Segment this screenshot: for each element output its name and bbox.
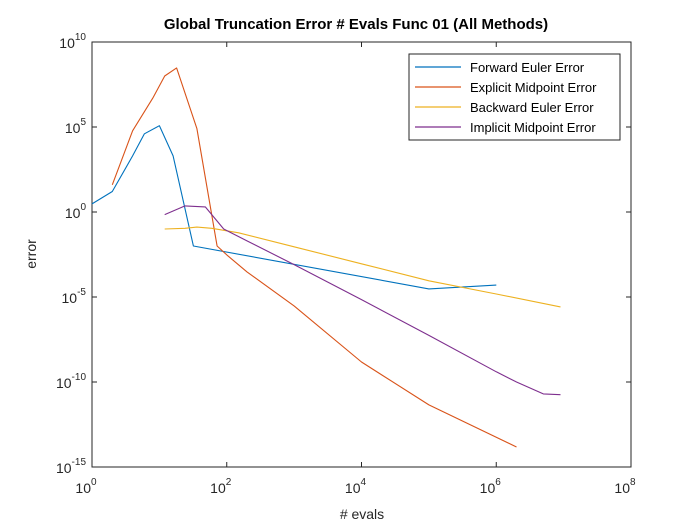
y-tick-label: 100	[65, 202, 87, 221]
x-axis: 100 102 104 106 108	[75, 42, 636, 496]
series-line-3	[164, 226, 561, 308]
chart-title: Global Truncation Error # Evals Func 01 …	[164, 16, 548, 33]
y-tick-base: 10	[65, 120, 81, 136]
legend-entry-label: Forward Euler Error	[470, 60, 585, 75]
x-tick-exponent: 8	[630, 477, 636, 488]
x-tick-exponent: 2	[226, 477, 232, 488]
x-tick-base: 10	[345, 480, 361, 496]
x-tick-exponent: 6	[495, 477, 501, 488]
x-tick-label: 104	[345, 477, 367, 496]
series-line-1	[91, 125, 497, 290]
y-tick-base: 10	[56, 460, 72, 476]
y-tick-base: 10	[62, 290, 78, 306]
x-tick-exponent: 0	[91, 477, 97, 488]
y-tick-exponent: 10	[75, 32, 87, 43]
x-tick-base: 10	[614, 480, 630, 496]
y-tick-base: 10	[59, 35, 75, 51]
x-tick-label: 102	[210, 477, 232, 496]
plot-lines	[91, 67, 561, 448]
y-tick-exponent: 0	[80, 202, 86, 213]
y-axis-label: error	[23, 239, 39, 269]
series-line-4	[164, 205, 561, 396]
y-tick-label: 1010	[59, 32, 86, 51]
y-tick-label: 10-15	[56, 457, 86, 476]
legend-entry-label: Implicit Midpoint Error	[470, 120, 596, 135]
legend-entry-label: Backward Euler Error	[470, 100, 594, 115]
x-tick-base: 10	[75, 480, 91, 496]
y-tick-exponent: -15	[72, 457, 87, 468]
x-tick-label: 108	[614, 477, 636, 496]
y-tick-label: 10-5	[62, 287, 87, 306]
y-tick-base: 10	[65, 205, 81, 221]
y-tick-exponent: 5	[80, 117, 86, 128]
legend-box	[408, 53, 621, 141]
x-tick-base: 10	[480, 480, 496, 496]
x-tick-label: 106	[480, 477, 502, 496]
legend: Forward Euler Error Explicit Midpoint Err…	[408, 53, 621, 141]
x-axis-label: # evals	[340, 506, 384, 522]
y-tick-exponent: -10	[72, 372, 87, 383]
x-tick-label: 100	[75, 477, 97, 496]
x-tick-exponent: 4	[361, 477, 367, 488]
y-tick-label: 105	[65, 117, 87, 136]
series-line-2	[111, 67, 517, 448]
legend-entry-label: Explicit Midpoint Error	[470, 80, 597, 95]
y-tick-label: 10-10	[56, 372, 86, 391]
x-tick-base: 10	[210, 480, 226, 496]
y-tick-base: 10	[56, 375, 72, 391]
y-tick-exponent: -5	[77, 287, 86, 298]
